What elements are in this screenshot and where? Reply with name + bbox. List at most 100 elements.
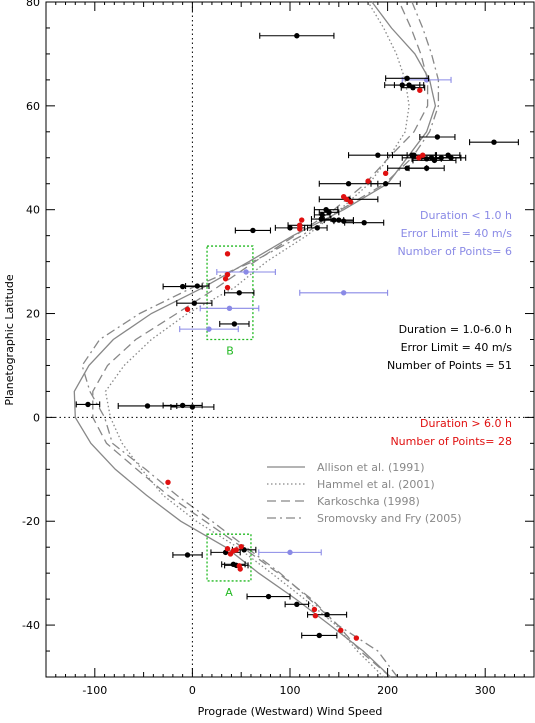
model-curve-solid	[73, 1, 437, 678]
group-annotation-line: Number of Points= 6	[397, 245, 512, 258]
model-curve-dotted	[104, 1, 410, 678]
data-point	[231, 321, 238, 327]
data-point	[314, 225, 321, 231]
legend-label: Sromovsky and Fry (2005)	[317, 512, 462, 525]
data-point	[287, 549, 293, 556]
x-tick-label: 100	[280, 684, 301, 697]
model-curve-dashed	[92, 1, 429, 678]
data-point	[423, 156, 430, 162]
data-point	[347, 199, 354, 205]
data-point	[224, 251, 231, 257]
y-axis-title: Planetographic Latitude	[3, 274, 16, 406]
y-tick-label: 20	[26, 308, 40, 321]
group-annotation-line: Error Limit = 40 m/s	[401, 227, 513, 240]
data-point	[343, 196, 350, 203]
data-point	[353, 635, 360, 641]
data-point	[365, 178, 371, 184]
group-annotation-line: Error Limit = 40 m/s	[401, 341, 513, 354]
group-annotation-line: Duration < 1.0 h	[420, 209, 512, 222]
data-point	[423, 165, 430, 171]
x-tick-label: 0	[189, 684, 196, 697]
data-point	[406, 82, 412, 88]
data-point	[361, 219, 367, 226]
data-point	[236, 290, 242, 296]
data-point	[179, 283, 186, 290]
data-point	[194, 283, 200, 289]
y-tick-label: 40	[26, 204, 40, 217]
data-point	[411, 152, 417, 158]
data-point	[226, 305, 233, 312]
data-point	[224, 546, 231, 552]
group-annotation-line: Duration > 6.0 h	[420, 417, 512, 430]
group-annotations: Duration < 1.0 h Error Limit = 40 m/s Numb…	[387, 209, 512, 448]
group-annotation-line: Duration = 1.0-6.0 h	[399, 323, 512, 336]
data-point	[345, 181, 352, 187]
data-point	[144, 403, 151, 409]
axis-ticks: -100 0 100 200 300 -40 -20 0 20 40 60 80	[22, 0, 535, 697]
y-tick-label: 60	[26, 100, 40, 113]
data-point	[340, 290, 347, 296]
group-annotation-line: Number of Points= 28	[390, 435, 512, 448]
data-point	[222, 276, 229, 282]
group-annotation-line: Number of Points = 51	[387, 359, 512, 372]
legend-label: Hammel et al. (2001)	[317, 478, 435, 491]
region-box-a	[206, 533, 252, 582]
data-point	[238, 543, 244, 550]
data-point	[491, 139, 497, 145]
data-point	[227, 551, 234, 557]
reference-lines	[46, 2, 534, 677]
data-point	[340, 218, 347, 224]
model-curves	[73, 1, 440, 678]
data-point	[191, 300, 198, 306]
data-point	[382, 170, 389, 177]
data-point	[184, 552, 191, 558]
data-point	[410, 84, 416, 91]
data-point	[404, 165, 410, 171]
data-point	[184, 306, 191, 313]
data-point	[206, 326, 212, 332]
data-point	[316, 632, 322, 639]
data-point	[375, 152, 381, 158]
data-point	[417, 87, 423, 93]
y-tick-label: -40	[22, 619, 40, 632]
data-point	[224, 284, 231, 291]
data-point	[312, 613, 319, 619]
data-point	[294, 601, 300, 608]
data-point	[297, 226, 303, 232]
y-tick-label: -20	[22, 515, 40, 528]
x-axis-title: Prograde (Westward) Wind Speed	[198, 705, 383, 718]
data-point	[250, 227, 256, 234]
data-point	[448, 155, 454, 161]
x-tick-label: 200	[377, 684, 398, 697]
data-point	[233, 547, 240, 553]
data-point	[336, 217, 342, 223]
legend-label: Allison et al. (1991)	[317, 461, 425, 474]
data-point	[299, 217, 305, 223]
data-point	[237, 566, 243, 572]
data-point	[420, 152, 426, 158]
data-point	[416, 155, 422, 161]
legend-label: Karkoschka (1998)	[317, 495, 420, 508]
data-point	[85, 401, 91, 408]
data-point	[318, 216, 324, 222]
data-point	[189, 404, 196, 410]
data-point	[287, 225, 293, 231]
data-point	[404, 75, 410, 82]
x-tick-label: 300	[475, 684, 496, 697]
data-point	[265, 593, 272, 600]
x-tick-label: -100	[82, 684, 107, 697]
model-curve-dashdot	[81, 1, 440, 678]
region-box-label: B	[226, 345, 234, 358]
data-point	[294, 33, 300, 39]
data-point	[326, 209, 332, 215]
data-point	[324, 611, 330, 618]
data-point	[434, 134, 441, 140]
data-points	[75, 32, 519, 641]
data-point	[224, 271, 231, 278]
data-point	[338, 627, 344, 633]
data-point	[382, 181, 389, 187]
legend: Allison et al. (1991) Hammel et al. (2001…	[267, 461, 462, 525]
data-point	[319, 212, 325, 218]
plot-frame	[45, 1, 535, 678]
